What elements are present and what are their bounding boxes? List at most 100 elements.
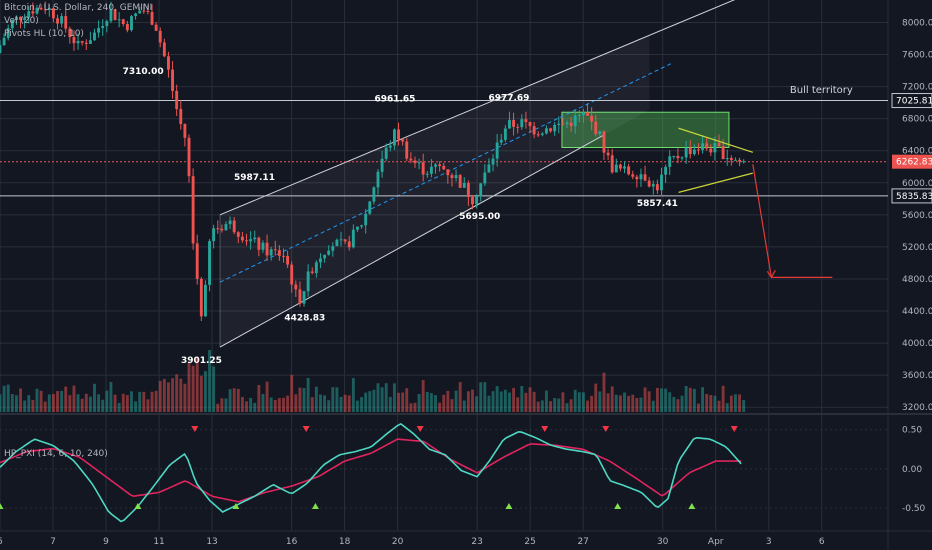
annotations: Bull territory (790, 85, 853, 96)
volume-bar (261, 393, 265, 412)
volume-bar (471, 389, 474, 412)
time-tick-label: 3 (766, 537, 772, 547)
volume-bar (606, 393, 610, 412)
candle-body (6, 28, 10, 38)
price-tick-label: 5600.00 (902, 211, 932, 221)
candle-body (738, 159, 741, 162)
candle-body (540, 133, 544, 135)
oscillator-legend: HP_PXI (14, 6, 10, 240) (4, 448, 108, 461)
candle-body (323, 254, 327, 259)
resistance-zone (561, 111, 730, 148)
volume-bar (438, 402, 442, 412)
oscillator-label[interactable]: HP_PXI (14, 6, 10, 240) (4, 449, 108, 459)
candle-body (31, 11, 35, 14)
volume-bar (88, 396, 92, 412)
volume-bar (602, 372, 606, 412)
volume-indicator-label[interactable]: Vol (20) (4, 16, 39, 26)
candle-body (413, 160, 417, 163)
channel-upper-line (219, 0, 736, 216)
volume-bar (664, 388, 668, 412)
candle-body (610, 155, 614, 173)
candle-body (717, 143, 721, 147)
price-marker-box (892, 154, 932, 169)
volume-bar (64, 386, 68, 412)
volume-bar (105, 390, 109, 412)
candle-body (545, 128, 548, 134)
volume-bar (524, 392, 528, 412)
candle-body (269, 249, 273, 256)
volume-bar (10, 394, 14, 412)
supply-zone-box (561, 111, 730, 148)
candle-body (64, 16, 68, 29)
candle-body (631, 174, 635, 177)
price-marker-box (891, 93, 932, 109)
volume-bar (162, 378, 166, 412)
volume-bar (68, 395, 72, 412)
time-tick-label: 16 (286, 537, 298, 547)
time-tick-label: 7 (50, 537, 56, 547)
candle-body (721, 146, 725, 160)
triangle-upper-line (678, 127, 753, 153)
pivots-indicator-label[interactable]: Pivots HL (10, 10) (4, 29, 84, 39)
volume-bar (125, 395, 129, 412)
time-tick-label: 18 (339, 537, 351, 547)
candle-body (520, 119, 524, 128)
pivot-label: 4428.83 (284, 314, 325, 324)
candle-body (72, 37, 76, 44)
volume-bar (343, 394, 347, 412)
time-tick-label: 20 (392, 537, 404, 547)
volume-bar (388, 396, 392, 412)
candle-body (635, 176, 639, 180)
candle-body (680, 157, 684, 159)
price-tick-label: 6400.00 (902, 147, 932, 157)
price-axis[interactable]: 8000.00 7600.00 7200.00 6800.00 6400.00 6000.… (891, 18, 932, 413)
candle-body (573, 115, 577, 127)
buy-signal-marker (0, 503, 4, 509)
volume-bar (516, 397, 520, 412)
price-marker-label: 5835.83 (896, 192, 932, 202)
pivot-label: 6977.69 (488, 93, 529, 103)
candle-body (471, 197, 474, 205)
volume-bar (713, 395, 717, 412)
buy-signal-marker (232, 503, 240, 509)
volume-bar (19, 388, 22, 412)
candle-body (261, 242, 265, 250)
candle-body (392, 129, 396, 146)
candle-body (466, 183, 470, 198)
candle-body (684, 147, 688, 158)
volume-bar (31, 399, 35, 412)
volume-bar (158, 380, 162, 412)
candle-body (240, 236, 244, 241)
volume-bar (269, 397, 273, 412)
volume-bar (220, 398, 224, 412)
volume-bar (232, 388, 236, 412)
volume-bar (717, 400, 721, 412)
candle-body (734, 159, 737, 161)
candle-body (475, 196, 479, 205)
symbol-title[interactable]: Bitcoin / U.S. Dollar, 240, GEMINI (4, 3, 153, 13)
buy-signal-marker (688, 503, 696, 509)
candle-body (88, 40, 92, 44)
bull-territory-label: Bull territory (790, 85, 853, 96)
volume-bar (236, 388, 240, 412)
volume-bar (47, 394, 51, 412)
volume-bar (734, 394, 737, 412)
volume-bar (319, 394, 322, 412)
volume-bar (565, 403, 569, 412)
candle-body (39, 7, 43, 10)
volume-bar (668, 392, 672, 412)
price-tick-label: 3600.00 (902, 371, 932, 381)
volume-bar (442, 394, 446, 412)
candle-body (121, 19, 125, 24)
candle-body (327, 250, 331, 255)
candle-body (627, 166, 631, 175)
time-tick-label: 9 (103, 537, 109, 547)
candle-body (43, 9, 47, 11)
volume-bar (475, 396, 479, 412)
time-axis[interactable]: 5 7 9 11 13 16 18 20 23 25 27 30 Apr 3 6 (0, 537, 825, 547)
volume-bar (175, 374, 179, 412)
volume-bar (60, 390, 64, 412)
oscillator-tick-label: 0.00 (902, 465, 922, 475)
candle-body (84, 42, 88, 44)
